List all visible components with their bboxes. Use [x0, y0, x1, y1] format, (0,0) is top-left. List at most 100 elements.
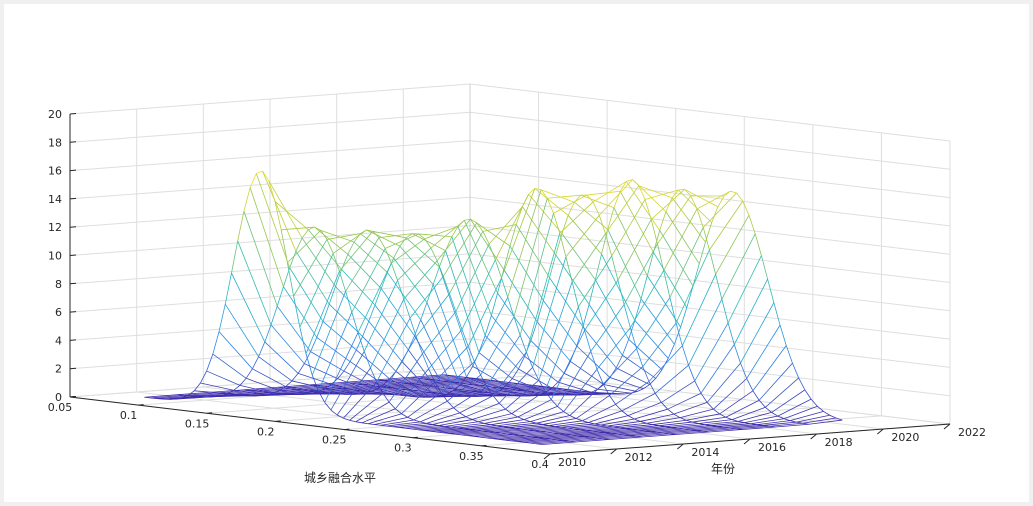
z-tick-label: 4: [55, 334, 62, 347]
surface-mesh-segment: [320, 230, 355, 243]
surface-mesh-segment: [698, 242, 706, 264]
surface-mesh-segment: [582, 326, 617, 369]
surface-mesh-segment: [613, 207, 648, 276]
surface-mesh-segment: [417, 426, 452, 431]
surface-mesh-segment: [684, 188, 719, 208]
surface-mesh-segment: [494, 259, 502, 279]
surface-mesh-segment: [494, 194, 529, 261]
surface-mesh-segment: [623, 304, 631, 328]
surface-mesh-segment: [643, 384, 650, 390]
surface-mesh-segment: [332, 253, 340, 272]
surface-mesh-segment: [279, 390, 313, 394]
surface-mesh-segment: [270, 305, 278, 326]
surface-mesh-segment: [291, 373, 299, 382]
surface-mesh-segment: [472, 365, 507, 386]
surface-mesh-segment: [442, 378, 476, 382]
surface-mesh-segment: [577, 432, 612, 437]
surface-mesh-segment: [447, 393, 482, 397]
y-tick-label: 2018: [825, 436, 853, 449]
surface-mesh-segment: [433, 383, 468, 387]
surface-mesh-segment: [422, 353, 430, 370]
surface-mesh-segment: [373, 389, 407, 393]
surface-mesh-segment: [478, 352, 513, 379]
surface-mesh-segment: [769, 422, 803, 427]
surface-mesh-segment: [696, 208, 704, 228]
surface-mesh-segment: [573, 425, 608, 430]
surface-mesh-segment: [310, 351, 345, 372]
surface-mesh-segment: [448, 430, 483, 434]
surface-mesh-segment: [561, 233, 596, 280]
surface-mesh-segment: [457, 424, 491, 429]
gridline-x-floor: [275, 390, 676, 422]
surface-mesh-segment: [467, 432, 501, 437]
surface-mesh-segment: [501, 188, 536, 279]
surface-mesh-segment: [698, 419, 733, 424]
surface-mesh-segment: [355, 401, 390, 423]
surface-mesh-segment: [395, 408, 402, 415]
surface-mesh-segment: [740, 362, 748, 379]
surface-mesh-segment: [576, 326, 584, 346]
surface-mesh-segment: [336, 414, 344, 419]
surface-mesh-segment: [455, 311, 463, 330]
surface-mesh-segment: [249, 173, 257, 188]
x-tick: [207, 412, 213, 414]
surface-mesh-segment: [330, 351, 365, 411]
surface-mesh-segment: [287, 262, 295, 297]
surface-mesh-segment: [631, 426, 666, 430]
x-tick-label: 0.1: [120, 409, 138, 422]
x-tick: [549, 453, 556, 455]
surface-mesh-segment: [486, 334, 521, 387]
surface-mesh-segment: [607, 421, 641, 427]
surface-mesh-segment: [436, 218, 471, 262]
surface-mesh-segment: [156, 395, 191, 399]
surface-mesh-segment: [602, 348, 637, 385]
surface-mesh-segment: [557, 406, 564, 412]
surface-mesh-segment: [659, 230, 694, 287]
surface-mesh-segment: [239, 384, 274, 394]
surface-mesh-segment: [661, 380, 695, 403]
surface-mesh-segment: [246, 377, 280, 391]
surface-mesh-segment: [590, 351, 598, 370]
y-tick-label: 2010: [558, 456, 586, 469]
surface-mesh-segment: [575, 395, 610, 419]
surface-mesh-segment: [530, 321, 538, 341]
surface-mesh-segment: [276, 286, 284, 307]
surface-mesh-segment: [525, 433, 560, 437]
surface-mesh-segment: [709, 200, 744, 251]
surface-mesh-segment: [605, 185, 640, 235]
surface-mesh-segment: [343, 361, 351, 372]
surface-mesh-segment: [534, 427, 568, 432]
x-tick-label: 0.3: [394, 442, 412, 455]
surface-mesh-segment: [519, 432, 553, 436]
surface-mesh-segment: [627, 415, 635, 420]
surface-mesh-segment: [523, 405, 558, 421]
surface-mesh-segment: [561, 423, 595, 428]
surface-mesh-segment: [218, 304, 226, 332]
gridline-x-floor: [69, 366, 471, 398]
surface-mesh-segment: [324, 402, 332, 411]
surface-mesh-segment: [494, 429, 529, 433]
surface-mesh-segment: [517, 416, 525, 421]
surface-mesh-segment: [738, 412, 772, 422]
surface-mesh-segment: [615, 355, 623, 369]
surface-mesh-segment: [401, 381, 436, 415]
surface-mesh-segment: [627, 402, 662, 416]
label-layer: 城乡融合水平 年份: [304, 462, 735, 485]
surface-mesh-segment: [727, 322, 735, 345]
surface-mesh-segment: [413, 400, 448, 421]
surface-mesh-segment: [388, 401, 396, 410]
x-tick: [412, 436, 418, 439]
x-tick: [138, 404, 144, 406]
surface-mesh-segment: [675, 322, 683, 346]
surface-mesh-segment: [490, 419, 525, 426]
surface-mesh-segment: [649, 378, 657, 385]
surface-mesh-segment: [405, 237, 440, 268]
surface-mesh-segment: [748, 215, 756, 234]
surface-mesh-segment: [459, 395, 494, 414]
surface-mesh-segment: [498, 402, 506, 410]
surface-mesh-segment: [512, 378, 546, 393]
surface-mesh-segment: [505, 385, 540, 395]
surface-mesh-segment: [477, 388, 511, 392]
surface-mesh-segment: [564, 372, 598, 390]
surface-mesh-segment: [492, 435, 526, 439]
